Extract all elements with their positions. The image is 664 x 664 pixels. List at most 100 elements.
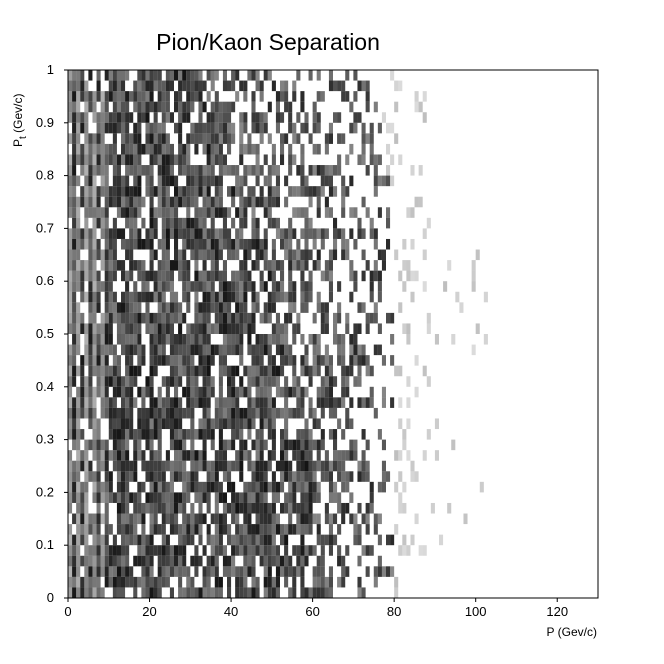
heatmap-cell bbox=[72, 217, 77, 229]
heatmap-cell bbox=[320, 429, 325, 440]
heatmap-cell bbox=[284, 566, 289, 577]
heatmap-cell bbox=[72, 534, 77, 546]
heatmap-cell bbox=[259, 376, 264, 387]
heatmap-cell bbox=[178, 70, 183, 81]
heatmap-cell bbox=[161, 91, 166, 102]
y-axis-label-main: P bbox=[11, 139, 25, 147]
heatmap-cell bbox=[72, 281, 77, 292]
heatmap-cell bbox=[271, 165, 276, 176]
heatmap-cell bbox=[280, 344, 285, 356]
heatmap-cell bbox=[218, 534, 223, 546]
heatmap-cell bbox=[398, 302, 403, 313]
heatmap-cell bbox=[198, 334, 203, 345]
heatmap-cell bbox=[288, 492, 293, 503]
heatmap-cell bbox=[455, 291, 460, 303]
heatmap-cell bbox=[222, 270, 227, 282]
heatmap-cell bbox=[202, 365, 207, 377]
heatmap-cell bbox=[100, 555, 105, 567]
heatmap-cell bbox=[275, 481, 280, 493]
heatmap-cell bbox=[361, 143, 366, 155]
heatmap-cell bbox=[141, 460, 146, 472]
heatmap-cell bbox=[112, 439, 117, 451]
heatmap-cell bbox=[218, 355, 223, 366]
heatmap-cell bbox=[206, 471, 211, 482]
heatmap-cell bbox=[280, 555, 285, 567]
heatmap-cell bbox=[328, 260, 333, 271]
heatmap-cell bbox=[231, 418, 236, 430]
heatmap-cell bbox=[222, 502, 227, 514]
heatmap-cell bbox=[145, 566, 150, 577]
heatmap-cell bbox=[275, 228, 280, 239]
heatmap-cell bbox=[231, 397, 236, 408]
heatmap-cell bbox=[72, 165, 77, 176]
heatmap-cell bbox=[165, 80, 170, 92]
heatmap-cell bbox=[174, 418, 179, 430]
heatmap-cell bbox=[108, 270, 113, 282]
heatmap-cell bbox=[214, 291, 219, 303]
heatmap-cell bbox=[108, 524, 113, 535]
heatmap-cell bbox=[80, 260, 85, 271]
heatmap-cell bbox=[267, 450, 272, 461]
heatmap-cell bbox=[178, 566, 183, 577]
heatmap-cell bbox=[153, 502, 158, 514]
heatmap-cell bbox=[157, 70, 162, 81]
heatmap-cell bbox=[259, 460, 264, 472]
heatmap-cell bbox=[259, 555, 264, 567]
heatmap-cell bbox=[373, 260, 378, 271]
heatmap-cell bbox=[231, 386, 236, 398]
heatmap-cell bbox=[214, 397, 219, 408]
heatmap-cell bbox=[337, 397, 342, 408]
heatmap-cell bbox=[96, 91, 101, 102]
heatmap-cell bbox=[190, 587, 195, 598]
heatmap-cell bbox=[239, 492, 244, 503]
heatmap-cell bbox=[390, 334, 395, 345]
heatmap-cell bbox=[251, 576, 256, 588]
heatmap-cell bbox=[251, 566, 256, 577]
heatmap-cell bbox=[206, 376, 211, 387]
heatmap-cell bbox=[125, 217, 130, 229]
heatmap-cell bbox=[292, 376, 297, 387]
heatmap-cell bbox=[210, 112, 215, 123]
heatmap-cell bbox=[243, 481, 248, 493]
heatmap-cell bbox=[68, 91, 73, 102]
heatmap-cell bbox=[292, 260, 297, 271]
heatmap-cell bbox=[174, 365, 179, 377]
heatmap-cell bbox=[116, 312, 121, 324]
heatmap-cell bbox=[218, 249, 223, 261]
heatmap-cell bbox=[108, 323, 113, 334]
heatmap-cell bbox=[227, 576, 232, 588]
heatmap-cell bbox=[304, 355, 309, 366]
heatmap-cell bbox=[186, 91, 191, 102]
heatmap-cell bbox=[280, 154, 285, 166]
heatmap-cell bbox=[149, 238, 154, 250]
heatmap-cell bbox=[333, 513, 338, 525]
heatmap-cell bbox=[68, 112, 73, 123]
heatmap-cell bbox=[108, 429, 113, 440]
heatmap-cell bbox=[186, 397, 191, 408]
heatmap-cell bbox=[271, 555, 276, 567]
heatmap-cell bbox=[194, 555, 199, 567]
heatmap-cell bbox=[341, 133, 346, 144]
heatmap-cell bbox=[157, 386, 162, 398]
heatmap-cell bbox=[271, 502, 276, 514]
heatmap-cell bbox=[218, 270, 223, 282]
heatmap-cell bbox=[300, 545, 305, 556]
heatmap-cell bbox=[88, 555, 93, 567]
heatmap-cell bbox=[267, 101, 272, 113]
heatmap-cell bbox=[218, 101, 223, 113]
heatmap-cell bbox=[308, 460, 313, 472]
heatmap-cell bbox=[275, 344, 280, 356]
heatmap-cell bbox=[133, 460, 138, 472]
heatmap-cell bbox=[92, 576, 97, 588]
heatmap-cell bbox=[280, 323, 285, 334]
heatmap-cell bbox=[165, 397, 170, 408]
heatmap-cell bbox=[72, 270, 77, 282]
heatmap-cell bbox=[247, 524, 252, 535]
heatmap-cell bbox=[288, 270, 293, 282]
heatmap-cell bbox=[190, 471, 195, 482]
heatmap-cell bbox=[76, 312, 81, 324]
heatmap-cell bbox=[210, 270, 215, 282]
heatmap-cell bbox=[68, 555, 73, 567]
heatmap-cell bbox=[68, 407, 73, 419]
x-tick-label: 80 bbox=[387, 604, 401, 619]
